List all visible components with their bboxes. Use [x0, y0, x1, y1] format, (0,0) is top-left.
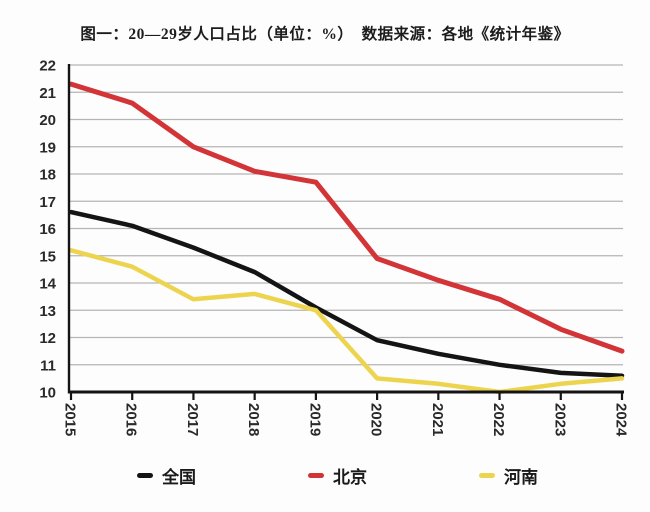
legend-item-beijing: 北京 [308, 463, 367, 488]
y-tick-label: 19 [39, 139, 56, 156]
beijing-line-swatch [308, 473, 324, 478]
legend-label-beijing: 北京 [333, 468, 367, 487]
x-tick-label: 2022 [490, 403, 507, 436]
y-tick-label: 18 [39, 167, 56, 184]
series-line-national [68, 209, 625, 378]
x-tick-label: 2016 [123, 403, 140, 436]
x-tick-label: 2017 [184, 403, 201, 436]
x-tick-label: 2020 [368, 403, 385, 436]
chart-legend: 全国 北京 河南 [0, 463, 650, 488]
y-tick-label: 11 [40, 357, 56, 374]
y-tick-label: 13 [39, 303, 56, 320]
chart-title: 图一：20—29岁人口占比（单位：%） 数据来源：各地《统计年鉴》 [80, 26, 570, 43]
y-tick-label: 10 [39, 385, 56, 402]
y-tick-label: 22 [39, 58, 56, 75]
series-line-henan [68, 248, 625, 395]
legend-item-national: 全国 [137, 463, 196, 488]
x-tick-label: 2019 [306, 403, 323, 436]
legend-item-henan: 河南 [479, 463, 538, 488]
legend-label-henan: 河南 [504, 468, 538, 487]
series-line-beijing [68, 81, 625, 354]
x-tick-label: 2021 [429, 403, 446, 436]
x-tick-label: 2023 [551, 403, 568, 436]
x-tick-label: 2015 [62, 403, 79, 436]
y-tick-label: 15 [39, 248, 56, 265]
x-tick-label: 2024 [613, 403, 630, 437]
y-tick-label: 16 [39, 221, 56, 238]
y-tick-label: 12 [39, 330, 56, 347]
y-tick-label: 21 [39, 85, 56, 102]
x-tick-label: 2018 [245, 403, 262, 436]
y-tick-label: 14 [39, 276, 56, 293]
legend-label-national: 全国 [162, 468, 196, 487]
y-tick-label: 17 [39, 194, 56, 211]
national-line-swatch [137, 473, 153, 478]
y-tick-label: 20 [39, 112, 56, 129]
henan-line-swatch [479, 473, 495, 478]
